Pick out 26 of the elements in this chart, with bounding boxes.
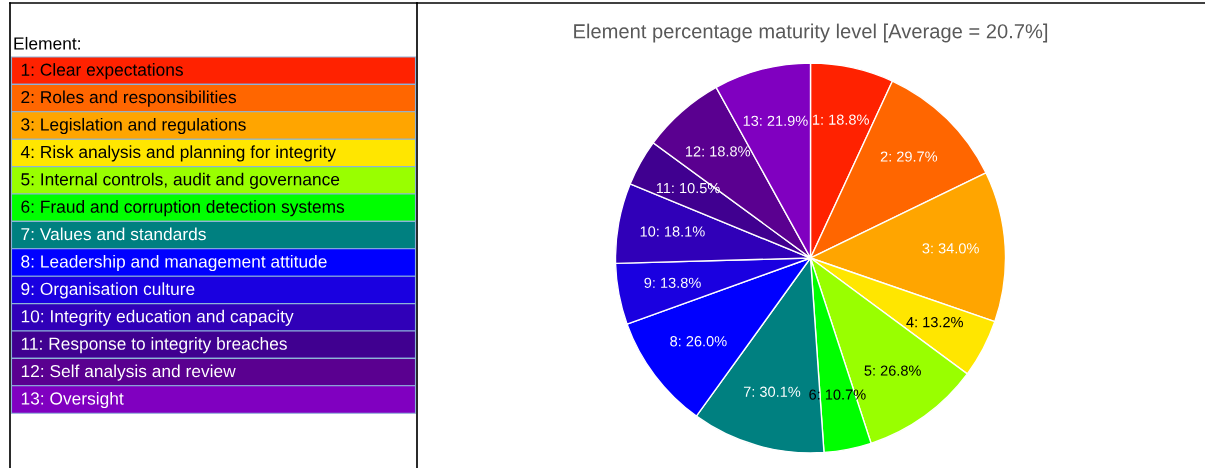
legend-label: 12: Self analysis and review — [21, 364, 236, 381]
data-label: 3: 34.0% — [922, 243, 979, 254]
legend-label: 4: Risk analysis and planning for integrity — [20, 145, 337, 162]
legend-label: 7: Values and standards — [21, 227, 206, 241]
data-label: 4: 13.2% — [906, 316, 964, 328]
data-label: 13: 21.9% — [743, 115, 808, 126]
legend-label: 3: Legislation and regulations — [21, 117, 246, 135]
data-label: 12: 18.8% — [685, 146, 751, 157]
data-label: 2: 29.7% — [880, 151, 938, 162]
legend-label: 11: Response to integrity breaches — [21, 337, 287, 354]
legend-label: 1: Clear expectations — [21, 63, 183, 80]
legend-label: 8: Leadership and management attitude — [21, 254, 327, 272]
data-label: 7: 30.1% — [743, 386, 801, 397]
legend-label: 6: Fraud and corruption detection systems — [21, 200, 345, 217]
data-label: 9: 13.8% — [644, 277, 701, 288]
data-label: 5: 26.8% — [864, 365, 921, 376]
data-label: 1: 18.8% — [813, 114, 869, 125]
chart-title: Element percentage maturity level [Average = 20.7%] — [574, 23, 1048, 43]
data-label: 10: 18.1% — [640, 226, 705, 237]
legend-label: 9: Organisation culture — [21, 282, 195, 299]
legend-title: Element: — [14, 36, 80, 50]
legend-label: 5: Internal controls, audit and governance — [21, 172, 340, 189]
legend-label: 2: Roles and responsibilities — [21, 90, 237, 107]
legend-label: 13: Oversight — [21, 391, 124, 409]
legend-label: 10: Integrity education and capacity — [21, 309, 294, 326]
data-label: 8: 26.0% — [670, 336, 727, 347]
